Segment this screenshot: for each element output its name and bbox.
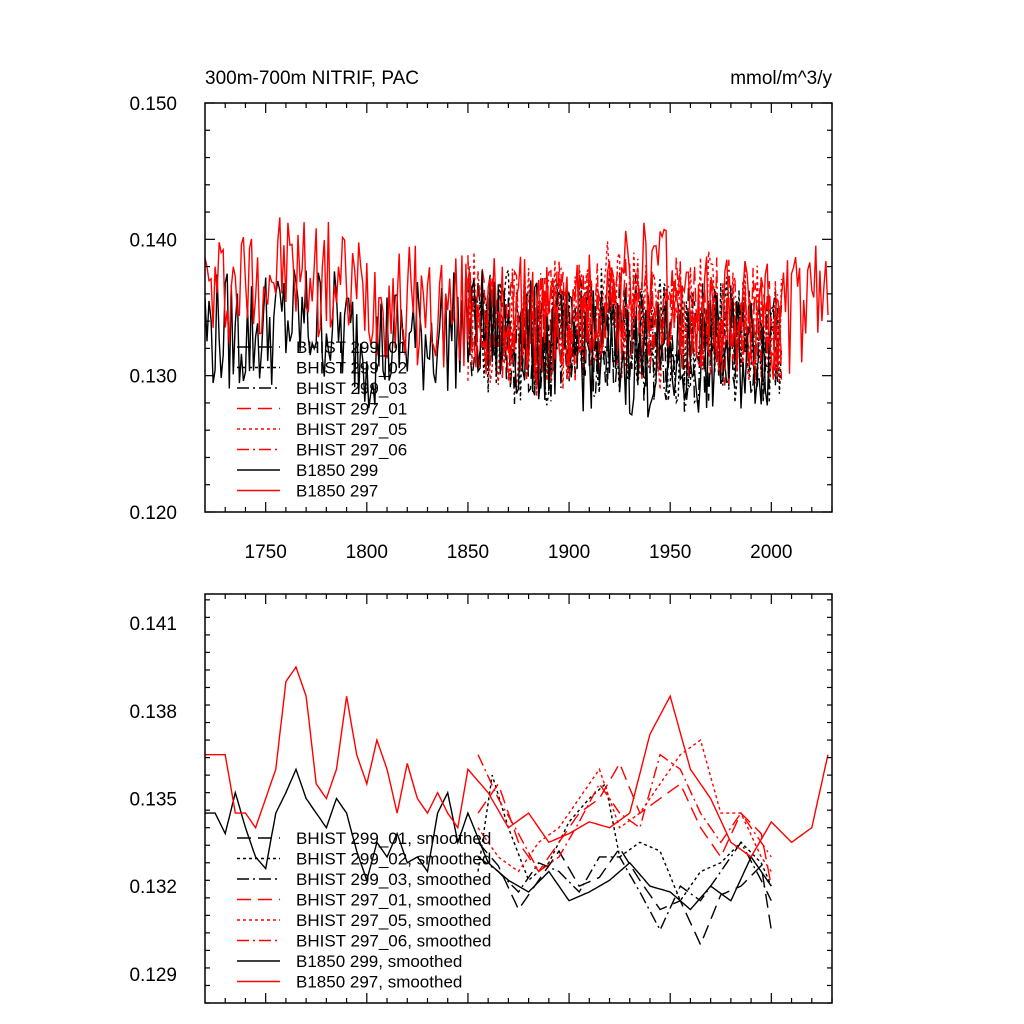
legend-label-b1850-299: B1850 299 [296,461,378,480]
units-label: mmol/m^3/y [730,68,832,89]
x-tick-label: 1850 [447,542,489,563]
x-tick-label: 1950 [649,542,691,563]
y-tick-label: 0.150 [129,94,177,115]
x-tick-label: 1800 [346,542,388,563]
chart-title: 300m-700m NITRIF, PAC [205,68,419,89]
top-series-lines [205,217,829,418]
series-line-b1850-297-smoothed [205,665,829,858]
legend-label-b1850-297: B1850 297 [296,482,378,501]
y-tick-label: 0.135 [129,790,177,811]
legend-label-bhist-299-03-smoothed: BHIST 299_03, smoothed [296,870,491,889]
legend-label-bhist-297-01: BHIST 297_01 [296,400,407,419]
y-tick-label: 0.120 [129,503,177,524]
top-panel: 300m-700m NITRIF, PAC mmol/m^3/y 1750 180… [129,68,833,563]
y-tick-label: 0.138 [129,702,177,723]
series-line-bhist-297-06 [467,257,783,387]
series-line-b1850-299 [205,269,772,418]
bottom-panel: 0.129 0.132 0.135 0.138 0.141 BHIST 299_01, … [129,593,833,1004]
legend-label-b1850-299-smoothed: B1850 299, smoothed [296,952,462,971]
series-line-bhist-297-01-smoothed [477,761,772,887]
series-line-bhist-297-05-smoothed [477,738,772,873]
bottom-series-lines [205,665,829,947]
legend-label-b1850-297-smoothed: B1850 297, smoothed [296,973,462,992]
bottom-plot-frame [204,593,833,1004]
bottom-legend: BHIST 299_01, smoothed BHIST 299_02, smoo… [237,829,491,992]
legend-label-bhist-299-01: BHIST 299_01 [296,338,407,357]
y-tick-label: 0.140 [129,230,177,251]
x-tick-label: 1750 [245,542,287,563]
y-tick-label: 0.132 [129,877,177,898]
x-tick-label: 1900 [548,542,590,563]
legend-label-bhist-297-01-smoothed: BHIST 297_01, smoothed [296,891,491,910]
series-line-b1850-299-smoothed [205,767,772,911]
top-plot-frame [204,102,833,513]
series-line-bhist-299-02-smoothed [477,774,772,903]
legend-label-bhist-299-01-smoothed: BHIST 299_01, smoothed [296,829,491,848]
legend-label-bhist-299-02: BHIST 299_02 [296,359,407,378]
legend-label-bhist-297-05: BHIST 297_05 [296,420,407,439]
y-tick-label: 0.129 [129,965,177,986]
legend-label-bhist-297-06-smoothed: BHIST 297_06, smoothed [296,932,491,951]
series-line-bhist-299-01-smoothed [477,841,772,947]
legend-label-bhist-299-02-smoothed: BHIST 299_02, smoothed [296,850,491,869]
top-axes: 1750 1800 1850 1900 1950 2000 0.120 0.130 0.140 0… [129,94,833,563]
legend-label-bhist-299-03: BHIST 299_03 [296,379,407,398]
legend-label-bhist-297-05-smoothed: BHIST 297_05, smoothed [296,911,491,930]
series-line-b1850-297 [205,217,829,380]
legend-label-bhist-297-06: BHIST 297_06 [296,441,407,460]
x-tick-label: 2000 [750,542,792,563]
y-tick-label: 0.141 [129,614,177,635]
series-line-bhist-299-03-smoothed [477,840,772,932]
bottom-axes: 0.129 0.132 0.135 0.138 0.141 [129,594,833,1004]
y-tick-label: 0.130 [129,367,177,388]
